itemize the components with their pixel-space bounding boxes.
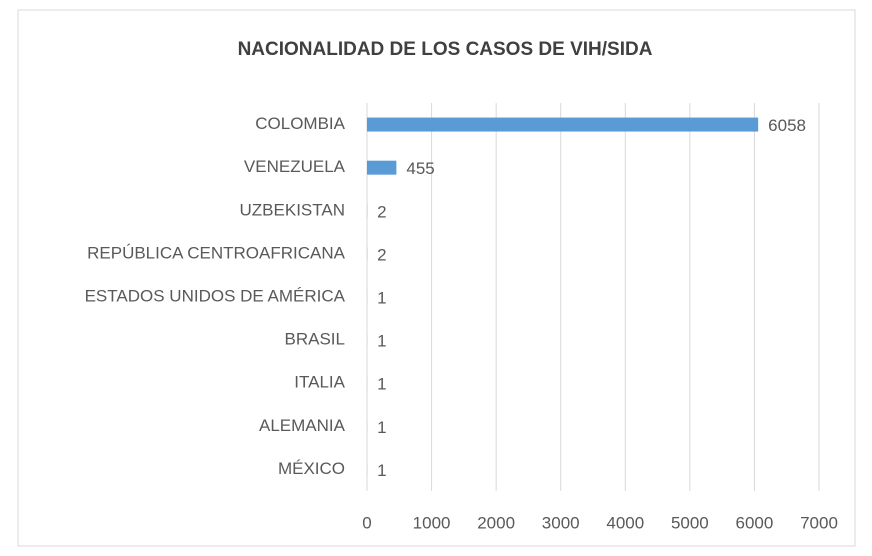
- data-label: 1: [377, 461, 386, 480]
- y-tick-label: ALEMANIA: [259, 416, 346, 435]
- x-tick-label: 7000: [800, 513, 838, 532]
- y-tick-label: BRASIL: [285, 330, 345, 349]
- y-tick-label: ESTADOS UNIDOS DE AMÉRICA: [85, 286, 346, 305]
- x-tick-label: 2000: [477, 513, 515, 532]
- data-label: 1: [377, 332, 386, 351]
- x-tick-label: 1000: [413, 513, 451, 532]
- data-label: 2: [377, 202, 386, 221]
- data-label: 1: [377, 375, 386, 394]
- x-tick-label: 4000: [606, 513, 644, 532]
- x-tick-label: 6000: [736, 513, 774, 532]
- y-tick-label: VENEZUELA: [244, 157, 346, 176]
- x-tick-label: 0: [362, 513, 371, 532]
- data-label: 1: [377, 418, 386, 437]
- data-label: 1: [377, 288, 386, 307]
- data-label: 6058: [768, 116, 806, 135]
- y-tick-label: MÉXICO: [278, 459, 345, 478]
- data-label: 2: [377, 245, 386, 264]
- chart-border: [17, 9, 856, 547]
- bar: [367, 117, 759, 132]
- chart-title: NACIONALIDAD DE LOS CASOS DE VIH/SIDA: [238, 39, 653, 60]
- x-tick-label: 5000: [671, 513, 709, 532]
- bar: [367, 160, 397, 175]
- y-tick-label: ITALIA: [294, 373, 345, 392]
- data-label: 455: [406, 159, 434, 178]
- x-tick-label: 3000: [542, 513, 580, 532]
- y-tick-label: UZBEKISTAN: [240, 200, 345, 219]
- y-tick-label: COLOMBIA: [255, 114, 345, 133]
- y-tick-label: REPÚBLICA CENTROAFRICANA: [87, 243, 346, 262]
